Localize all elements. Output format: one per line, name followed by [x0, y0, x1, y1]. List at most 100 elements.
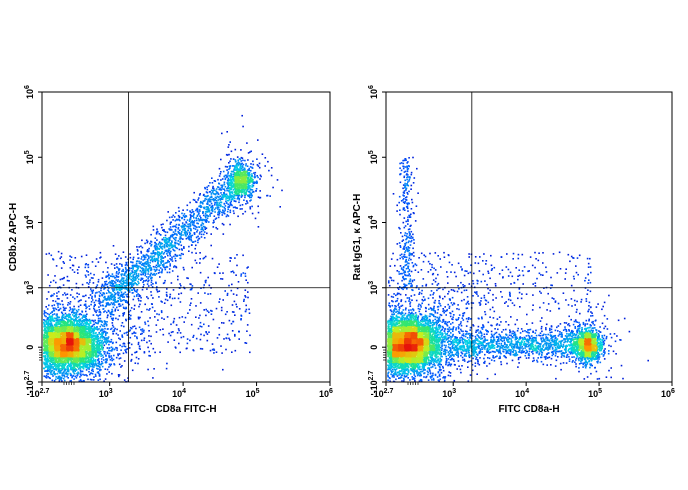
data-point [251, 167, 253, 169]
data-point [241, 185, 243, 187]
data-point [55, 379, 57, 381]
data-point [151, 282, 153, 284]
data-point [181, 337, 183, 339]
data-point [219, 209, 221, 211]
data-point [88, 359, 90, 361]
data-point [138, 318, 140, 320]
data-point [233, 178, 235, 180]
data-point [44, 310, 46, 312]
data-point [245, 203, 247, 205]
data-point [77, 362, 79, 364]
data-point [196, 262, 198, 264]
data-point [236, 294, 238, 296]
data-point [108, 311, 110, 313]
data-point [266, 195, 268, 197]
data-point [90, 372, 92, 374]
data-point [125, 264, 127, 266]
data-point [241, 208, 243, 210]
data-point [82, 329, 84, 331]
data-point [231, 271, 233, 273]
data-point [166, 220, 168, 222]
data-point [174, 216, 176, 218]
data-point [150, 275, 152, 277]
data-point [190, 237, 192, 239]
data-point [154, 254, 156, 256]
data-point [109, 299, 111, 301]
data-point [58, 310, 60, 312]
data-point [238, 165, 240, 167]
data-point [239, 198, 241, 200]
data-point [79, 376, 81, 378]
data-point [109, 292, 111, 294]
data-point [185, 221, 187, 223]
data-point [133, 280, 135, 282]
data-point [147, 298, 149, 300]
data-point [247, 324, 249, 326]
data-point [147, 283, 149, 285]
data-point [219, 327, 221, 329]
data-point [107, 328, 109, 330]
data-point [53, 358, 55, 360]
data-point [99, 309, 101, 311]
data-point [61, 323, 63, 325]
data-point [180, 301, 182, 303]
data-point [57, 306, 59, 308]
data-point [151, 257, 153, 259]
data-point [108, 344, 110, 346]
data-point [221, 212, 223, 214]
data-point [83, 331, 85, 333]
data-point [56, 368, 58, 370]
data-point [76, 312, 78, 314]
data-point [136, 336, 138, 338]
data-point [225, 179, 227, 181]
data-point [179, 317, 181, 319]
data-point [140, 279, 142, 281]
data-point [95, 265, 97, 267]
data-point [167, 238, 169, 240]
data-point [209, 285, 211, 287]
data-point [178, 293, 180, 295]
data-point [148, 309, 150, 311]
data-point [107, 369, 109, 371]
data-point [118, 273, 120, 275]
data-point [44, 344, 46, 346]
data-point [156, 324, 158, 326]
data-point [82, 371, 84, 373]
data-point [103, 288, 105, 290]
data-point [108, 304, 110, 306]
data-point [198, 328, 200, 330]
data-point [227, 206, 229, 208]
data-point [118, 338, 120, 340]
data-point [142, 330, 144, 332]
data-point [135, 264, 137, 266]
data-point [233, 196, 235, 198]
data-point [122, 336, 124, 338]
data-point [238, 168, 240, 170]
data-point [122, 304, 124, 306]
data-point [96, 328, 98, 330]
data-point [54, 308, 56, 310]
data-point [197, 292, 199, 294]
data-point [208, 199, 210, 201]
data-point [107, 286, 109, 288]
data-point [230, 173, 232, 175]
data-point [123, 299, 125, 301]
data-point [186, 226, 188, 228]
data-point [72, 269, 74, 271]
data-point [48, 314, 50, 316]
data-point [108, 278, 110, 280]
data-point [244, 193, 246, 195]
data-point [143, 330, 145, 332]
data-point [111, 309, 113, 311]
data-point [79, 322, 81, 324]
data-point [212, 186, 214, 188]
data-point [241, 172, 243, 174]
data-point [64, 368, 66, 370]
data-point [59, 359, 61, 361]
data-point [68, 314, 70, 316]
data-point [197, 211, 199, 213]
data-point [45, 306, 47, 308]
data-point [153, 250, 155, 252]
data-point [250, 170, 252, 172]
data-point [58, 376, 60, 378]
